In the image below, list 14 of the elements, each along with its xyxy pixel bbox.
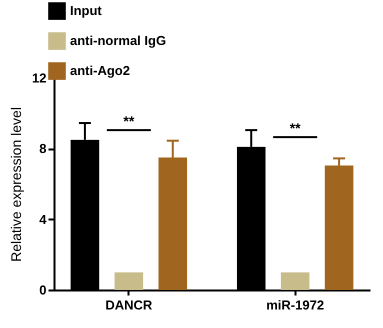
y-tick-label: 0 — [39, 282, 46, 298]
legend-label: anti-Ago2 — [70, 63, 130, 78]
legend-label: Input — [70, 3, 102, 18]
y-tick-label: 4 — [39, 212, 48, 227]
legend-label: anti-normal IgG — [70, 33, 166, 48]
y-axis-title: Relative expression level — [8, 107, 24, 262]
y-tick-label: 8 — [39, 141, 46, 156]
x-tick-label: DANCR — [105, 298, 153, 312]
x-tick-label: miR-1972 — [266, 298, 324, 312]
annotation: ** — [290, 120, 302, 136]
bar — [114, 272, 144, 290]
bar — [280, 272, 310, 290]
annotation: ** — [123, 113, 135, 130]
y-tick-label: 12 — [32, 70, 46, 86]
